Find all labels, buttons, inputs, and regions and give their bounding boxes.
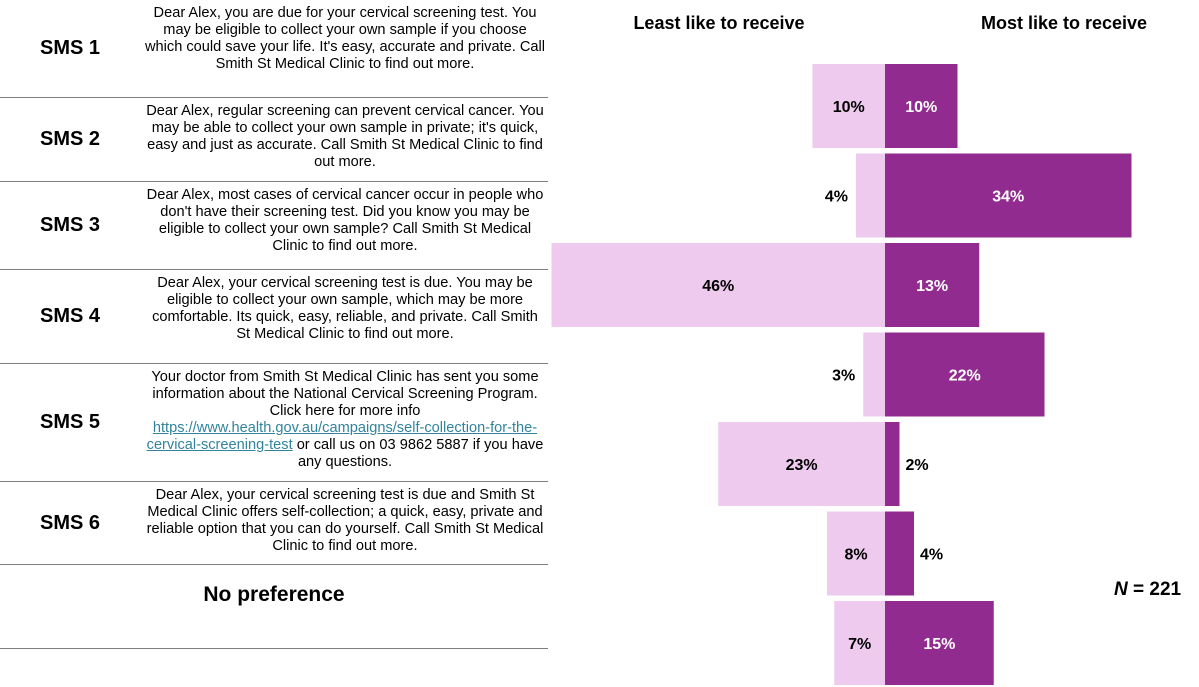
- data-label-most: 22%: [949, 368, 981, 385]
- data-label-most: 15%: [923, 636, 955, 653]
- data-label-most: 34%: [992, 189, 1024, 206]
- sms-message: Dear Alex, you are due for your cervical…: [145, 5, 545, 72]
- data-label-least: 46%: [702, 278, 734, 295]
- data-label-least: 10%: [833, 99, 865, 116]
- bars-group: 10% 10% 4% 34% 46% 13% 3% 22% 23% 2% 8% 4% 7% 15%: [551, 64, 1132, 685]
- data-label-most: 13%: [916, 278, 948, 295]
- bar-least: [827, 511, 885, 596]
- preference-chart: Least like to receive Most like to recei…: [551, 13, 1147, 685]
- bar-most: [885, 511, 914, 596]
- bar-most: [885, 64, 958, 148]
- table-row: SMS 2 Dear Alex, regular screening can pr…: [0, 98, 548, 182]
- sms-message: Dear Alex, your cervical screening test …: [152, 275, 538, 342]
- table-row: SMS 6 Dear Alex, your cervical screening …: [0, 482, 548, 565]
- sms-label: SMS 5: [39, 411, 101, 433]
- bar-least: [863, 332, 885, 417]
- sms-message-text: or call us on 03 9862 5887 if you have a…: [292, 437, 544, 470]
- legend-most-label: Most like to receive: [981, 13, 1147, 33]
- legend-least-label: Least like to receive: [633, 13, 804, 33]
- bar-most: [885, 243, 980, 327]
- bar-least: [812, 64, 885, 148]
- sample-size-value: = 221: [1127, 579, 1182, 600]
- data-label-least: 8%: [844, 547, 867, 564]
- data-label-most: 4%: [920, 547, 943, 564]
- sms-message: Dear Alex, most cases of cervical cancer…: [146, 187, 544, 254]
- sms-message-text: Your doctor from Smith St Medical Clinic…: [151, 369, 539, 419]
- sample-size-label: N = 221: [1114, 579, 1181, 601]
- sms-message: Dear Alex, your cervical screening test …: [146, 487, 544, 554]
- bar-most: [885, 601, 994, 685]
- table-row: SMS 1 Dear Alex, you are due for your cer…: [0, 0, 548, 98]
- table-row: SMS 3 Dear Alex, most cases of cervical c…: [0, 182, 548, 270]
- sms-label: SMS 1: [39, 37, 101, 59]
- sms-label: SMS 6: [39, 511, 101, 534]
- bar-least: [718, 422, 885, 506]
- table-row-no-preference: No preference: [0, 565, 548, 649]
- data-label-most: 10%: [905, 99, 937, 116]
- table-row: SMS 5 Your doctor from Smith St Medical C…: [0, 364, 548, 482]
- bar-most: [885, 332, 1045, 417]
- sms-message: Your doctor from Smith St Medical Clinic…: [145, 369, 545, 471]
- data-label-least: 7%: [848, 636, 871, 653]
- data-label-least: 4%: [825, 189, 848, 206]
- bar-least: [551, 243, 885, 327]
- data-label-least: 23%: [786, 457, 818, 474]
- bar-least: [856, 153, 885, 238]
- sms-label: SMS 2: [39, 128, 101, 150]
- campaign-link[interactable]: https://www.health.gov.au/campaigns/self…: [146, 420, 538, 453]
- table-row: SMS 4 Dear Alex, your cervical screening …: [0, 270, 548, 364]
- bar-least: [834, 601, 885, 685]
- bar-most: [885, 153, 1132, 238]
- data-label-least: 3%: [832, 368, 855, 385]
- sample-size-symbol: N: [1114, 579, 1128, 600]
- bar-most: [885, 422, 900, 506]
- data-label-most: 2%: [906, 457, 929, 474]
- sms-label: SMS 3: [39, 214, 101, 236]
- no-preference-label: No preference: [203, 583, 345, 606]
- sms-label: SMS 4: [39, 305, 101, 327]
- sms-message: Dear Alex, regular screening can prevent…: [146, 103, 544, 170]
